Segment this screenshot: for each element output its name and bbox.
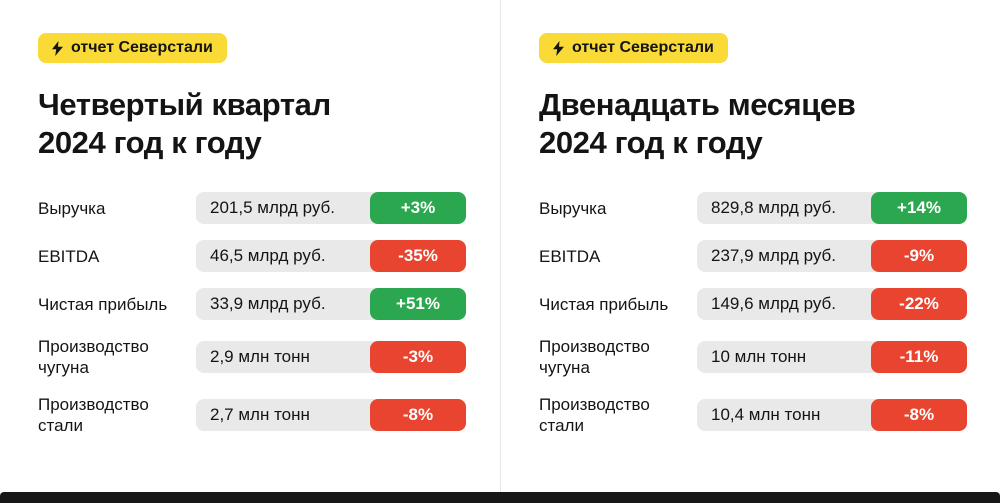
- lightning-icon: [52, 40, 63, 56]
- report-badge: отчет Северстали: [539, 33, 728, 63]
- change-badge: -22%: [871, 288, 967, 320]
- change-badge: -3%: [370, 341, 466, 373]
- change-badge: -35%: [370, 240, 466, 272]
- change-badge: -8%: [871, 399, 967, 431]
- table-row: Производство чугуна 2,9 млн тонн -3%: [38, 336, 472, 378]
- panel-q4-2024: отчет Северстали Четвертый квартал 2024 …: [38, 33, 472, 436]
- change-badge: +14%: [871, 192, 967, 224]
- metric-label: Чистая прибыль: [38, 294, 168, 314]
- report-badge: отчет Северстали: [38, 33, 227, 63]
- metric-value-box: 10,4 млн тонн -8%: [697, 399, 967, 431]
- change-badge: -9%: [871, 240, 967, 272]
- table-row: Выручка 201,5 млрд руб. +3%: [38, 192, 472, 224]
- metric-label: Чистая прибыль: [539, 294, 669, 314]
- report-badge-label: отчет Северстали: [71, 39, 213, 56]
- table-row: Чистая прибыль 149,6 млрд руб. -22%: [539, 288, 972, 320]
- table-row: Выручка 829,8 млрд руб. +14%: [539, 192, 972, 224]
- metric-value-box: 2,9 млн тонн -3%: [196, 341, 466, 373]
- metric-value-box: 829,8 млрд руб. +14%: [697, 192, 967, 224]
- bottom-bar: [0, 492, 1000, 503]
- metric-value: 33,9 млрд руб.: [210, 294, 326, 313]
- table-row: EBITDA 46,5 млрд руб. -35%: [38, 240, 472, 272]
- metric-value: 10,4 млн тонн: [711, 405, 821, 424]
- metric-value: 2,7 млн тонн: [210, 405, 310, 424]
- metric-value: 829,8 млрд руб.: [711, 198, 836, 217]
- metric-value: 237,9 млрд руб.: [711, 246, 836, 265]
- metric-label: Выручка: [539, 198, 607, 218]
- metric-value: 149,6 млрд руб.: [711, 294, 836, 313]
- metrics-table: Выручка 829,8 млрд руб. +14% EBITDA 237,…: [539, 192, 972, 436]
- panel-title-line-1: Двенадцать месяцев: [539, 87, 856, 122]
- table-row: EBITDA 237,9 млрд руб. -9%: [539, 240, 972, 272]
- panel-title: Двенадцать месяцев 2024 год к году: [539, 86, 972, 162]
- metric-value-box: 149,6 млрд руб. -22%: [697, 288, 967, 320]
- change-badge: +3%: [370, 192, 466, 224]
- metric-value-box: 46,5 млрд руб. -35%: [196, 240, 466, 272]
- metric-label: Производство стали: [38, 395, 149, 435]
- panel-title: Четвертый квартал 2024 год к году: [38, 86, 472, 162]
- metric-label: Производство чугуна: [38, 337, 149, 377]
- metric-value-box: 33,9 млрд руб. +51%: [196, 288, 466, 320]
- panel-title-line-2: 2024 год к году: [38, 125, 262, 160]
- metric-value: 46,5 млрд руб.: [210, 246, 326, 265]
- metric-label: EBITDA: [38, 246, 100, 266]
- metric-label: Выручка: [38, 198, 106, 218]
- metric-value-box: 2,7 млн тонн -8%: [196, 399, 466, 431]
- metric-label: Производство чугуна: [539, 337, 650, 377]
- metric-label: Производство стали: [539, 395, 650, 435]
- lightning-icon: [553, 40, 564, 56]
- metric-label: EBITDA: [539, 246, 601, 266]
- report-badge-label: отчет Северстали: [572, 39, 714, 56]
- table-row: Производство чугуна 10 млн тонн -11%: [539, 336, 972, 378]
- panel-title-line-2: 2024 год к году: [539, 125, 763, 160]
- table-row: Производство стали 2,7 млн тонн -8%: [38, 394, 472, 436]
- metric-value: 10 млн тонн: [711, 347, 807, 366]
- metric-value-box: 201,5 млрд руб. +3%: [196, 192, 466, 224]
- change-badge: +51%: [370, 288, 466, 320]
- metric-value-box: 10 млн тонн -11%: [697, 341, 967, 373]
- panel-title-line-1: Четвертый квартал: [38, 87, 331, 122]
- metric-value: 201,5 млрд руб.: [210, 198, 335, 217]
- metric-value: 2,9 млн тонн: [210, 347, 310, 366]
- table-row: Производство стали 10,4 млн тонн -8%: [539, 394, 972, 436]
- metric-value-box: 237,9 млрд руб. -9%: [697, 240, 967, 272]
- change-badge: -8%: [370, 399, 466, 431]
- metrics-table: Выручка 201,5 млрд руб. +3% EBITDA 46,5 …: [38, 192, 472, 436]
- change-badge: -11%: [871, 341, 967, 373]
- panel-12m-2024: отчет Северстали Двенадцать месяцев 2024…: [500, 0, 1000, 503]
- table-row: Чистая прибыль 33,9 млрд руб. +51%: [38, 288, 472, 320]
